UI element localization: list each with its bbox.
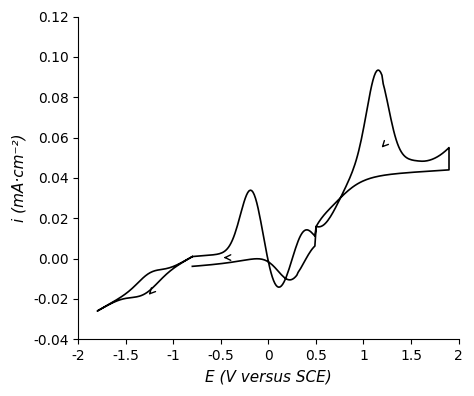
X-axis label: E (V versus SCE): E (V versus SCE) bbox=[205, 370, 332, 385]
Y-axis label: i (mA·cm⁻²): i (mA·cm⁻²) bbox=[11, 133, 26, 222]
